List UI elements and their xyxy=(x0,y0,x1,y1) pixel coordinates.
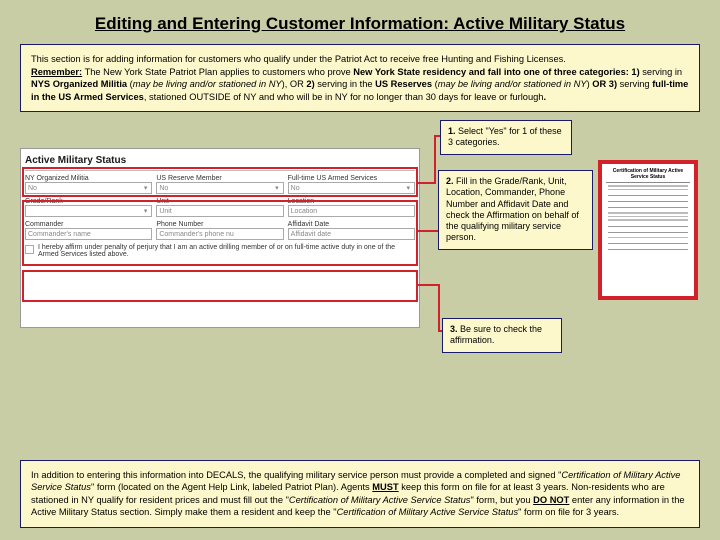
connector-1v xyxy=(434,135,436,184)
ft2: " form (located on the Agent Help Link, … xyxy=(91,482,372,492)
remember-label: Remember: xyxy=(31,67,82,77)
callout-2: 2. Fill in the Grade/Rank, Unit, Locatio… xyxy=(438,170,593,250)
intro-box: This section is for adding information f… xyxy=(20,44,700,112)
callout-3-num: 3. xyxy=(450,324,458,334)
middle-region: Active Military Status NY Organized Mili… xyxy=(0,120,720,380)
callout-1-num: 1. xyxy=(448,126,456,136)
connector-2 xyxy=(418,230,440,232)
page-title: Editing and Entering Customer Informatio… xyxy=(0,0,720,44)
fi3: Certification of Military Active Service… xyxy=(337,507,519,517)
certification-doc-thumb: Certification of Military Active Service… xyxy=(598,160,698,300)
fbu2: DO NOT xyxy=(533,495,569,505)
ft4: " form, but you xyxy=(470,495,533,505)
highlight-rect-1 xyxy=(22,167,418,197)
callout-1-text: Select "Yes" for 1 of these 3 categories… xyxy=(448,126,562,147)
fbu1: MUST xyxy=(372,482,398,492)
fi2: Certification of Military Active Service… xyxy=(289,495,471,505)
callout-2-num: 2. xyxy=(446,176,454,186)
ft6: " form on file for 3 years. xyxy=(518,507,619,517)
connector-3 xyxy=(418,284,440,286)
callout-3-text: Be sure to check the affirmation. xyxy=(450,324,542,345)
connector-3v xyxy=(438,284,440,330)
intro-line1: This section is for adding information f… xyxy=(31,54,566,64)
footer-box: In addition to entering this information… xyxy=(20,460,700,528)
intro-b1: New York State residency and fall into o… xyxy=(353,67,639,77)
intro-t: The New York State Patriot Plan applies … xyxy=(82,67,353,77)
highlight-rect-3 xyxy=(22,270,418,302)
callout-2-text: Fill in the Grade/Rank, Unit, Location, … xyxy=(446,176,579,242)
doc-thumb-title: Certification of Military Active Service… xyxy=(606,168,690,183)
ft1: In addition to entering this information… xyxy=(31,470,561,480)
callout-3: 3. Be sure to check the affirmation. xyxy=(442,318,562,353)
callout-1: 1. Select "Yes" for 1 of these 3 categor… xyxy=(440,120,572,155)
highlight-rect-2 xyxy=(22,200,418,266)
